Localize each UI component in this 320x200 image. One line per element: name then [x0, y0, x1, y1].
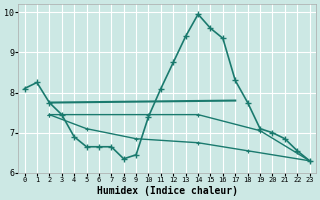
- X-axis label: Humidex (Indice chaleur): Humidex (Indice chaleur): [97, 186, 237, 196]
